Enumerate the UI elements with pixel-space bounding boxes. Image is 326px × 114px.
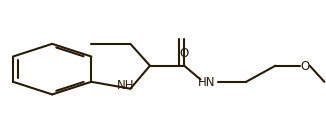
Text: NH: NH [117, 78, 135, 91]
Text: HN: HN [198, 75, 216, 88]
Text: O: O [180, 47, 189, 60]
Text: O: O [300, 60, 309, 73]
